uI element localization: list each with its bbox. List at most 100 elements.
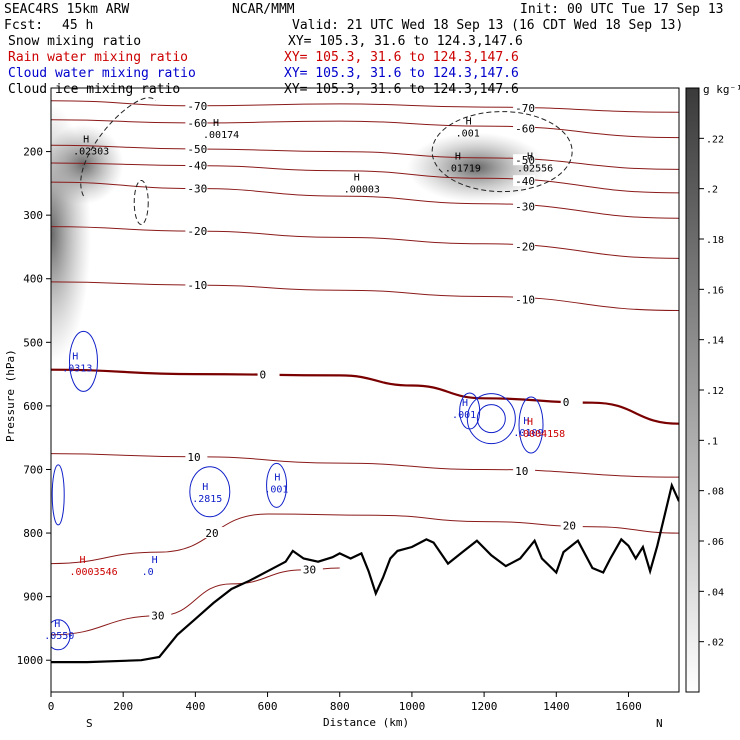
x-axis-right-end: N — [656, 717, 663, 730]
isotherm-line — [51, 453, 679, 478]
cloud-water-max-value: .0 — [142, 567, 154, 578]
isotherm-line — [51, 226, 679, 259]
cloud-water-max-marker: H — [152, 555, 158, 566]
isotherm-label: -50 — [515, 154, 535, 167]
isotherm-label: 20 — [563, 520, 576, 533]
isotherm-label: -10 — [515, 293, 535, 306]
axes: 0 200 400 600 800 1000 1200 1400 160020030040050… — [17, 146, 642, 713]
x-axis-left-end: S — [86, 717, 93, 730]
cloud-water-contour — [51, 619, 71, 651]
isotherm-label-bg — [185, 279, 208, 291]
ice-max-marker: H — [83, 134, 89, 145]
isotherm-label: -30 — [515, 201, 535, 214]
isotherm-line — [51, 181, 679, 219]
cloud-water-contour — [51, 464, 65, 526]
isotherm-label: -70 — [187, 100, 207, 113]
isotherm-label-bg — [513, 293, 536, 305]
cloud-water-max-value: .001 — [264, 485, 288, 496]
x-tick-label: 400 — [185, 700, 205, 713]
colorbar-tick-label: .2 — [706, 185, 718, 196]
cloud-water-max-marker: H — [54, 619, 60, 630]
field-xy-cloud-ice: XY= 105.3, 31.6 to 124.3,147.6 — [284, 82, 519, 97]
y-tick-label: 900 — [23, 591, 43, 604]
y-tick-label: 600 — [23, 400, 43, 413]
fcst-label: Fcst: — [4, 18, 43, 33]
isotherm-label: -50 — [187, 143, 207, 156]
rain-max-marker: H — [79, 555, 85, 566]
isotherm-label-bg — [149, 609, 172, 621]
cloud-water-max-value: .0313 — [62, 364, 92, 375]
isotherm-label-bg — [185, 116, 208, 128]
y-tick-label: 800 — [23, 527, 43, 540]
x-tick-label: 800 — [330, 700, 350, 713]
field-name-snow: Snow mixing ratio — [8, 34, 141, 49]
isotherm-label: -30 — [187, 182, 207, 195]
isotherm-label: -40 — [187, 160, 207, 173]
isotherm-label: -60 — [187, 117, 207, 130]
isotherm-label-bg — [185, 143, 208, 155]
isotherm-label: -40 — [515, 175, 535, 188]
isotherm-label: 10 — [515, 465, 528, 478]
colorbar-tick-label: .18 — [706, 235, 724, 246]
max-labels: H.02303H.00174H.00003H.01719H.02556H.001… — [44, 117, 565, 642]
colorbar-tick-label: .12 — [706, 386, 724, 397]
cloud-water-contour — [266, 462, 288, 508]
isotherm-label: 20 — [205, 527, 218, 540]
y-tick-label: 500 — [23, 336, 43, 349]
isotherm-label: -20 — [187, 225, 207, 238]
isotherm-label: 30 — [151, 610, 164, 623]
colorbar-tick-label: .14 — [706, 336, 724, 347]
isotherm-label: 10 — [187, 451, 200, 464]
rain-max-value: .0004158 — [517, 429, 565, 440]
plot-area: -70 -70 -60 -60 -50 -50 -40 -40 -30 -30 -20 -20 -10 -… — [51, 97, 679, 664]
isotherm-label: -20 — [515, 241, 535, 254]
org-label: NCAR/MMM — [232, 2, 295, 17]
ice-contour — [431, 111, 573, 193]
isotherm-label-bg — [513, 102, 536, 114]
valid-time: Valid: 21 UTC Wed 18 Sep 13 (16 CDT Wed … — [292, 18, 683, 33]
isotherm-label-bg — [300, 563, 323, 575]
ice-max-marker: H — [466, 117, 472, 128]
field-xy-snow: XY= 105.3, 31.6 to 124.3,147.6 — [288, 34, 523, 49]
ice-max-value: .00174 — [203, 130, 239, 141]
colorbar-tick-label: .22 — [706, 134, 724, 145]
x-tick-label: 1400 — [543, 700, 570, 713]
y-tick-label: 700 — [23, 463, 43, 476]
snow-shading — [51, 104, 547, 365]
cloud-water-max-marker: H — [523, 416, 529, 427]
ice-max-marker: H — [213, 118, 219, 129]
isotherm-label-bg — [185, 99, 208, 111]
rain-max-marker: H — [527, 417, 533, 428]
isotherm-label-bg — [513, 122, 536, 134]
x-axis-label: Distance (km) — [323, 716, 409, 729]
isotherm-label-bg — [185, 225, 208, 237]
isotherm-label-bg — [560, 519, 583, 531]
isotherm-label-bg — [185, 450, 208, 462]
cloud-water-contour — [68, 330, 98, 392]
colorbar-tick-label: .1 — [706, 436, 718, 447]
cloud-water-max-value: .001 — [452, 410, 476, 421]
x-tick-label: 200 — [113, 700, 133, 713]
isotherm-label-bg — [185, 159, 208, 171]
init-time: Init: 00 UTC Tue 17 Sep 13 — [520, 2, 724, 17]
isotherm-label-bg — [203, 527, 226, 539]
isotherm-label-bg — [513, 464, 536, 476]
field-xy-rain: XY= 105.3, 31.6 to 124.3,147.6 — [284, 50, 519, 65]
terrain — [51, 482, 679, 664]
ice-max-marker: H — [455, 151, 461, 162]
isotherm-label: -10 — [187, 279, 207, 292]
y-tick-label: 1000 — [17, 654, 43, 667]
isotherm-label: -60 — [515, 122, 535, 135]
terrain-line — [51, 482, 679, 664]
isotherm-line — [51, 162, 679, 194]
isotherm-label-bg — [257, 368, 280, 380]
isotherm-line — [51, 368, 679, 425]
colorbar-tick-label: .02 — [706, 638, 724, 649]
rain-max-value: .0003546 — [69, 567, 117, 578]
isotherm-label-bg — [513, 175, 536, 187]
isotherm-label: 30 — [303, 564, 316, 577]
temperature-contours: -70 -70 -60 -60 -50 -50 -40 -40 -30 -30 -20 -20 -10 -… — [51, 99, 679, 636]
cloud-water-contour — [518, 396, 544, 454]
ice-max-value: .00003 — [344, 184, 380, 195]
